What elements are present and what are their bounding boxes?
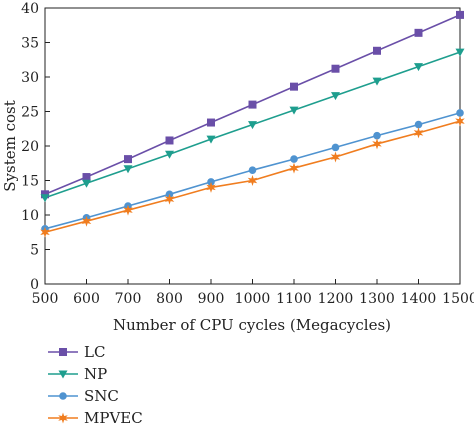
x-tick-label: 900 xyxy=(198,291,225,307)
y-tick-label: 25 xyxy=(21,105,39,121)
y-tick-label: 20 xyxy=(21,139,39,155)
data-point-snc xyxy=(373,131,381,140)
legend-marker-np xyxy=(58,370,68,379)
plot-frame xyxy=(44,7,461,285)
data-point-mpvec xyxy=(164,193,175,205)
data-point-np xyxy=(206,135,216,144)
data-point-mpvec xyxy=(289,162,299,174)
x-tick-label: 1200 xyxy=(318,291,354,307)
y-tick-label: 5 xyxy=(30,243,39,259)
data-point-np xyxy=(165,150,174,159)
x-tick-label: 800 xyxy=(156,291,183,307)
data-point-lc xyxy=(414,28,423,37)
y-tick-label: 0 xyxy=(30,277,39,293)
data-point-np xyxy=(248,121,257,130)
y-tick-label: 10 xyxy=(21,208,39,224)
data-point-mpvec xyxy=(247,175,258,186)
data-point-mpvec xyxy=(455,115,465,127)
data-point-lc xyxy=(456,10,464,19)
data-point-mpvec xyxy=(123,204,133,216)
data-point-mpvec xyxy=(81,215,92,227)
legend: LC NP SNC MPVEC xyxy=(48,343,143,426)
x-tick-label: 1500 xyxy=(442,291,474,307)
data-point-mpvec xyxy=(206,181,216,193)
x-tick-label: 1100 xyxy=(276,291,312,307)
data-point-mpvec xyxy=(372,138,382,150)
data-point-lc xyxy=(124,155,132,164)
legend-label-snc: SNC xyxy=(84,387,119,405)
data-point-lc xyxy=(82,173,91,182)
legend-label-lc: LC xyxy=(84,343,105,361)
data-point-lc xyxy=(248,100,257,109)
y-tick-label: 30 xyxy=(21,70,39,86)
y-tick-label: 35 xyxy=(21,36,39,52)
series-markers xyxy=(40,10,465,238)
y-axis-label: System cost xyxy=(1,100,19,192)
legend-marker-lc xyxy=(59,348,67,356)
x-axis-label: Number of CPU cycles (Megacycles) xyxy=(113,316,391,334)
legend-marker-snc xyxy=(59,392,67,400)
data-point-lc xyxy=(373,46,381,55)
x-tick-label: 1300 xyxy=(359,291,395,307)
data-point-np xyxy=(331,92,340,101)
data-point-np xyxy=(455,48,465,57)
axis-ticks: 500 600 700 800 900 1000 1100 1200 1300 1400 1500 0… xyxy=(21,1,474,307)
data-point-snc xyxy=(290,155,298,163)
data-point-lc xyxy=(207,118,215,127)
data-point-snc xyxy=(207,178,215,186)
data-point-snc xyxy=(331,143,340,152)
data-point-mpvec xyxy=(40,226,50,238)
data-point-np xyxy=(82,179,91,188)
data-point-np xyxy=(123,165,133,174)
data-point-mpvec xyxy=(413,127,424,139)
x-tick-label: 500 xyxy=(32,291,59,307)
x-tick-label: 1400 xyxy=(401,291,437,307)
data-point-np xyxy=(372,77,382,86)
data-point-lc xyxy=(331,64,340,73)
legend-label-np: NP xyxy=(84,365,107,383)
legend-label-mpvec: MPVEC xyxy=(84,409,143,426)
data-point-mpvec xyxy=(330,151,341,163)
data-point-lc xyxy=(290,82,298,91)
data-point-snc xyxy=(248,166,257,174)
data-point-snc xyxy=(414,120,423,129)
y-tick-label: 15 xyxy=(21,174,39,190)
x-tick-label: 700 xyxy=(115,291,142,307)
data-point-np xyxy=(289,106,299,115)
data-point-lc xyxy=(165,136,174,145)
x-tick-label: 1000 xyxy=(235,291,271,307)
y-tick-label: 40 xyxy=(21,1,39,17)
data-point-snc xyxy=(456,109,464,117)
x-tick-label: 600 xyxy=(73,291,100,307)
legend-marker-mpvec xyxy=(58,412,68,424)
data-point-np xyxy=(414,63,423,72)
data-point-np xyxy=(40,194,50,203)
